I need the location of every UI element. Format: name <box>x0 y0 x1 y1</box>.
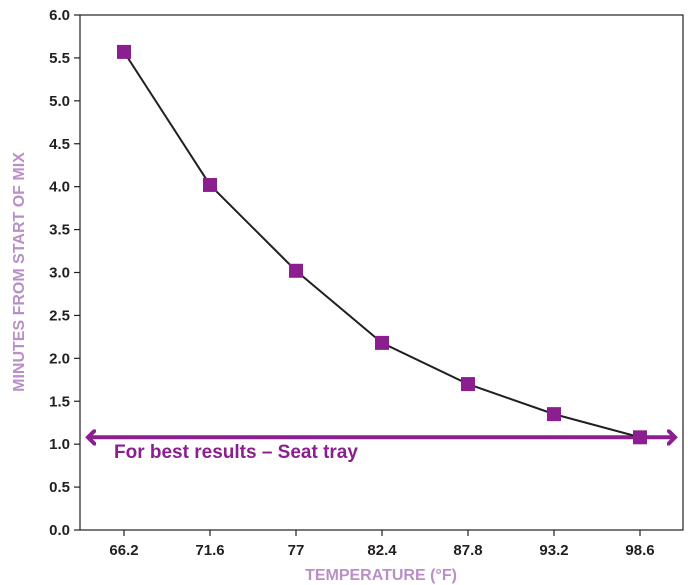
x-axis-ticks: 66.2 71.6 77 82.4 87.8 93.2 98.6 <box>109 530 655 559</box>
data-point <box>203 177 217 192</box>
data-point <box>375 335 389 350</box>
x-tick-label: 87.8 <box>453 542 482 559</box>
y-tick-label: 0.5 <box>49 479 70 496</box>
data-point <box>289 263 303 278</box>
y-tick-label: 5.5 <box>49 50 70 67</box>
y-tick-label: 1.0 <box>49 436 70 453</box>
y-tick-label: 0.0 <box>49 522 70 539</box>
x-axis-title: TEMPERATURE (°F) <box>305 567 457 584</box>
y-tick-label: 3.5 <box>49 222 70 239</box>
x-tick-label: 71.6 <box>195 542 224 559</box>
y-axis-title: MINUTES FROM START OF MIX <box>11 152 28 392</box>
x-tick-label: 98.6 <box>625 542 654 559</box>
y-tick-label: 4.5 <box>49 136 70 153</box>
y-tick-label: 5.0 <box>49 93 70 110</box>
y-tick-label: 1.5 <box>49 393 70 410</box>
x-tick-label: 66.2 <box>109 542 138 559</box>
x-tick-label: 93.2 <box>539 542 568 559</box>
series-line <box>123 51 641 439</box>
best-results-label: For best results – Seat tray <box>114 442 358 463</box>
x-tick-label: 82.4 <box>367 542 397 559</box>
y-axis-ticks: 0.0 0.5 1.0 1.5 2.0 2.5 3.0 3.5 4.0 4.5 5.0 5.5 6.0 <box>49 7 80 539</box>
y-tick-label: 3.0 <box>49 265 70 282</box>
x-tick-label: 77 <box>288 542 305 559</box>
y-tick-label: 2.5 <box>49 307 70 324</box>
series-points <box>117 44 647 445</box>
y-tick-label: 2.0 <box>49 350 70 367</box>
data-point <box>633 430 647 445</box>
data-point <box>461 377 475 392</box>
data-point <box>117 44 131 59</box>
data-point <box>547 407 561 422</box>
y-tick-label: 6.0 <box>49 7 70 24</box>
y-tick-label: 4.0 <box>49 179 70 196</box>
